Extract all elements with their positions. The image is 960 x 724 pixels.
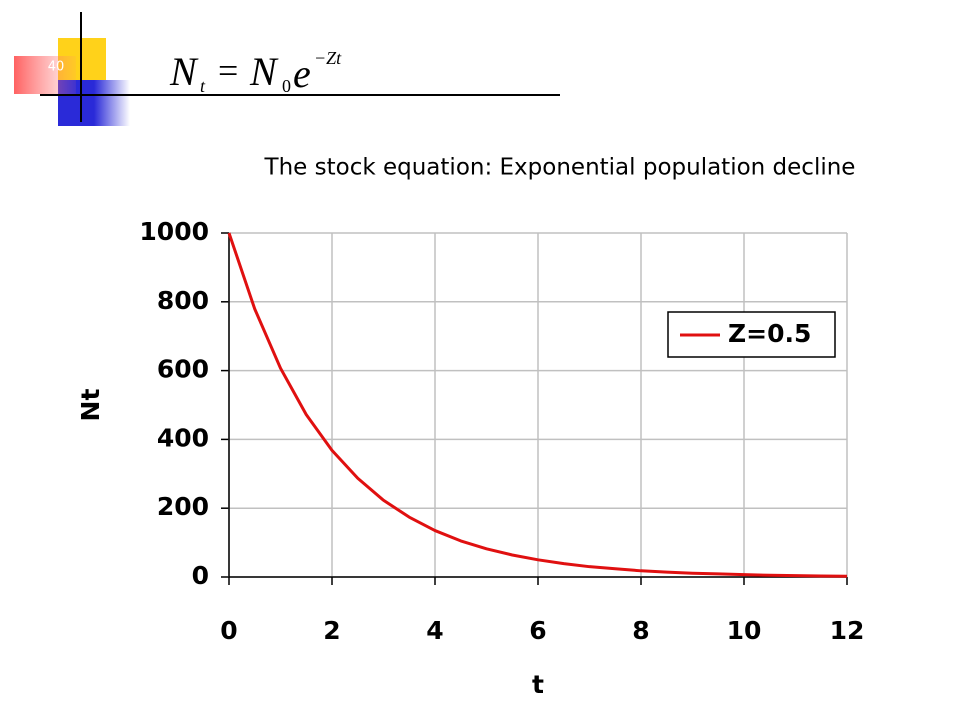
y-tick-label: 400 — [157, 423, 209, 452]
deco-red — [14, 56, 76, 94]
x-tick-label: 10 — [727, 616, 762, 645]
eq-subscript: 0 — [282, 76, 291, 96]
y-tick-label: 200 — [157, 492, 209, 521]
data-line — [227, 232, 848, 578]
y-axis-label: Nt — [76, 389, 105, 422]
eq-symbol: e — [293, 51, 311, 96]
eq-symbol: N — [249, 49, 279, 94]
equation: N t = N 0 e −Zt — [169, 48, 342, 96]
x-tick-label: 2 — [323, 616, 340, 645]
eq-equals: = — [218, 50, 238, 90]
x-tick-label: 4 — [426, 616, 443, 645]
x-axis-label: t — [532, 670, 544, 699]
x-tick-label: 8 — [632, 616, 649, 645]
eq-exponent: −Zt — [314, 48, 342, 68]
y-tick-label: 800 — [157, 286, 209, 315]
eq-subscript: t — [200, 76, 206, 96]
y-tick-label: 0 — [192, 561, 209, 590]
x-tick-label: 6 — [529, 616, 546, 645]
legend-label: Z=0.5 — [728, 319, 811, 348]
chart-title: The stock equation: Exponential populati… — [264, 155, 856, 181]
x-tick-label: 12 — [830, 616, 865, 645]
eq-symbol: N — [169, 49, 199, 94]
x-tick-label: 0 — [220, 616, 237, 645]
y-tick-label: 600 — [157, 355, 209, 384]
slide-number: 40 — [48, 60, 65, 75]
y-tick-label: 1000 — [139, 217, 209, 246]
